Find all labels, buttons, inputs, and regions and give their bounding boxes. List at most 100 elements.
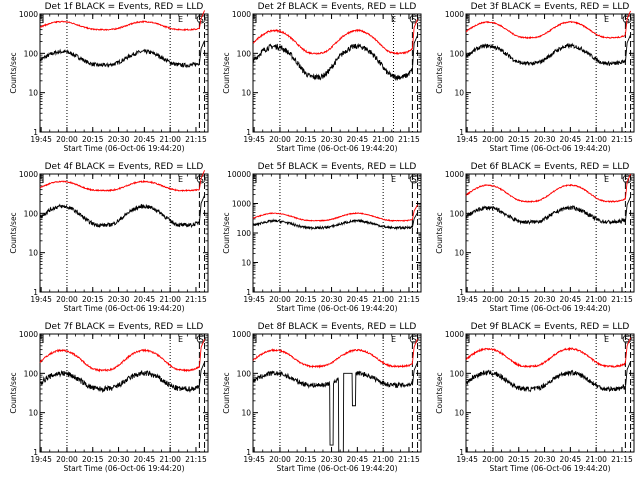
y-tick-label: 100 [450,369,465,378]
marker-s: S [625,335,630,344]
panel-8: Det 8f BLACK = Events, RED = LLD 1 10 100 10… [222,322,422,473]
panel-5: Det 5f BLACK = Events, RED = LLD 1 10 100 10… [222,162,422,313]
series-events-line [252,212,418,231]
y-tick-label: 10 [454,89,464,98]
y-axis-label: Counts/sec [9,212,18,253]
x-tick-label: 20:45 [560,455,582,464]
x-tick-label: 20:45 [347,295,369,304]
x-tick-label: 20:00 [56,295,78,304]
y-tick-label: 100 [237,49,252,58]
series-events-line [252,362,418,453]
y-axis-label: Counts/sec [222,372,231,413]
x-tick-label: 21:15 [398,135,420,144]
panel-2: Det 2f BLACK = Events, RED = LLD 1 10 100 10… [222,2,422,153]
marker-e: E [178,175,183,184]
y-tick-label: 1000 [232,200,251,209]
panel-title: Det 9f BLACK = Events, RED = LLD [471,322,630,332]
panel-1: Det 1f BLACK = Events, RED = LLD 1 10 100 10… [9,2,209,153]
x-axis-label: Start Time (06-Oct-06 19:44:20) [489,464,610,473]
plot-frame [252,173,422,293]
x-tick-label: 21:00 [372,455,394,464]
x-axis-label: Start Time (06-Oct-06 19:44:20) [63,304,184,313]
y-tick-label: 1 [459,448,464,457]
x-tick-label: 21:15 [611,295,633,304]
x-tick-label: 20:45 [134,295,156,304]
plot-frame [465,13,635,133]
x-tick-label: 21:00 [585,135,607,144]
x-tick-label: 20:15 [295,135,317,144]
x-tick-label: 20:15 [82,135,104,144]
panel-title: Det 5f BLACK = Events, RED = LLD [258,162,417,172]
y-axis-label: Counts/sec [9,372,18,413]
marker-s: S [412,15,417,24]
x-tick-label: 20:15 [295,295,317,304]
x-tick-label: 19:45 [30,455,52,464]
panel-title: Det 6f BLACK = Events, RED = LLD [471,162,630,172]
x-tick-label: 20:15 [508,135,530,144]
panel-title: Det 3f BLACK = Events, RED = LLD [471,2,630,12]
plot-frame [465,333,635,453]
y-axis-label: Counts/sec [435,52,444,93]
series-lld-line [252,338,418,369]
y-tick-label: 1000 [232,10,251,19]
y-tick-label: 1000 [232,330,251,339]
y-tick-label: 1000 [19,10,38,19]
x-tick-label: 20:45 [347,135,369,144]
x-tick-label: 20:15 [508,295,530,304]
x-tick-label: 20:30 [534,295,556,304]
x-tick-label: 20:30 [534,135,556,144]
x-tick-label: 20:30 [534,455,556,464]
x-axis-label: Start Time (06-Oct-06 19:44:20) [63,464,184,473]
plot-frame [39,173,209,293]
x-tick-label: 21:00 [159,295,181,304]
series-lld-line [39,10,205,32]
x-tick-label: 19:45 [456,135,478,144]
x-tick-label: 20:00 [482,295,504,304]
y-tick-label: 1 [459,288,464,297]
y-tick-label: 10000 [227,170,251,179]
y-tick-label: 100 [24,369,39,378]
marker-s-circle [409,174,419,184]
x-axis-label: Start Time (06-Oct-06 19:44:20) [489,144,610,153]
x-tick-label: 21:00 [585,455,607,464]
series-events-line [39,40,205,69]
x-tick-label: 20:00 [56,135,78,144]
series-lld-line [465,10,631,40]
y-tick-label: 1000 [445,170,464,179]
x-tick-label: 21:15 [185,295,207,304]
x-tick-label: 20:15 [82,455,104,464]
y-tick-label: 1 [33,288,38,297]
y-axis-label: Counts/sec [222,212,231,253]
marker-s: S [199,335,204,344]
x-tick-label: 20:30 [321,135,343,144]
series-lld-line [252,204,418,222]
x-tick-label: 21:15 [611,135,633,144]
y-axis-label: Counts/sec [222,52,231,93]
x-tick-label: 20:15 [508,455,530,464]
x-axis-label: Start Time (06-Oct-06 19:44:20) [276,144,397,153]
panel-6: Det 6f BLACK = Events, RED = LLD 1 10 100 10… [435,162,635,313]
series-lld-line [252,19,418,55]
x-tick-label: 20:30 [108,455,130,464]
plot-frame [252,13,422,133]
x-tick-label: 20:30 [321,455,343,464]
y-tick-label: 1000 [19,170,38,179]
x-tick-label: 20:30 [321,295,343,304]
x-tick-label: 20:30 [108,295,130,304]
x-tick-label: 19:45 [243,455,265,464]
panel-3: Det 3f BLACK = Events, RED = LLD 1 10 100 10… [435,2,635,153]
x-tick-label: 20:45 [134,135,156,144]
x-tick-label: 20:15 [295,455,317,464]
marker-s: S [625,175,630,184]
marker-e: E [604,175,609,184]
plot-frame [39,333,209,453]
y-tick-label: 10 [241,259,251,268]
y-tick-label: 1 [459,128,464,137]
y-tick-label: 1000 [445,10,464,19]
panel-title: Det 7f BLACK = Events, RED = LLD [45,322,204,332]
marker-s: S [412,175,417,184]
marker-s-circle [196,174,206,184]
x-tick-label: 21:15 [611,455,633,464]
y-tick-label: 100 [24,49,39,58]
marker-e: E [391,175,396,184]
